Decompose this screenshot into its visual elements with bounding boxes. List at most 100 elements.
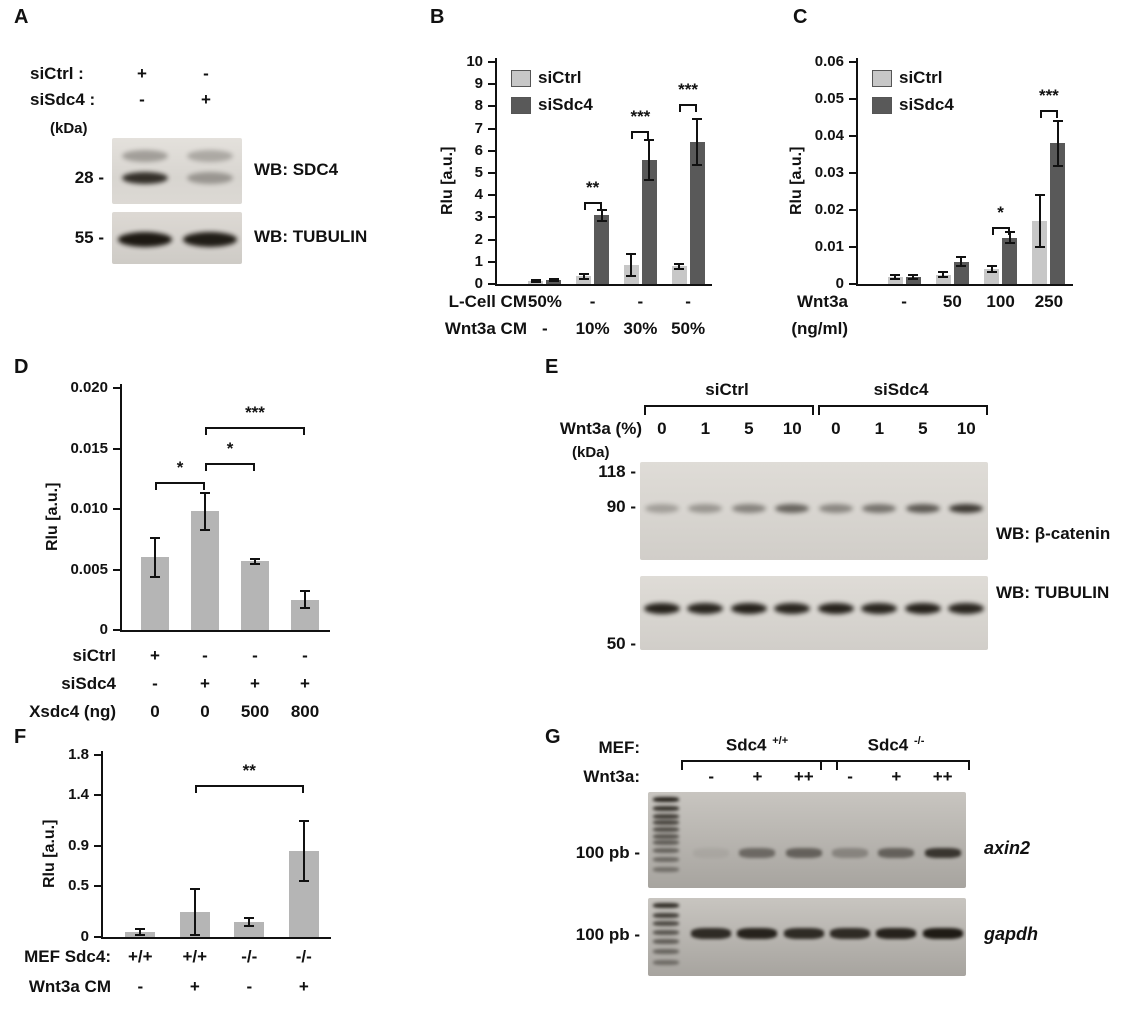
sig-bracket-end: [583, 201, 586, 210]
y-tick-label: 10: [466, 53, 483, 70]
y-tick-label: 7: [474, 119, 483, 137]
gel-band: [785, 847, 822, 858]
sig-label: **: [585, 177, 600, 197]
error-bar-cap: [644, 178, 655, 181]
sig-bracket-end: [194, 785, 197, 794]
error-bar: [912, 274, 915, 279]
error-bar-cap: [956, 265, 967, 268]
blot-band: [687, 603, 724, 615]
bar: [576, 276, 592, 284]
x-row-value: +: [250, 674, 260, 693]
x-row-label: Wnt3a CM: [444, 319, 527, 338]
blot-band: [117, 231, 172, 247]
y-tick-mark: [113, 629, 120, 631]
bar: [234, 921, 265, 937]
wnt3a-percent-label: Wnt3a (%): [559, 419, 642, 438]
legend-label: siCtrl: [899, 68, 943, 87]
error-bar-cap: [626, 275, 637, 278]
error-bar: [600, 209, 603, 221]
error-bar-cap: [1034, 194, 1045, 197]
x-row-value: +: [200, 674, 210, 693]
error-bar: [942, 272, 945, 278]
x-row-value: -/-: [241, 947, 258, 966]
y-tick-label: 0.010: [70, 500, 108, 517]
blot-band: [688, 503, 723, 513]
error-bar-cap: [548, 277, 559, 280]
error-bar-cap: [938, 271, 949, 274]
error-bar-cap: [626, 253, 637, 255]
y-tick-label: 0: [99, 621, 108, 638]
sig-bracket: [1039, 110, 1058, 113]
y-tick-mark: [849, 98, 856, 100]
error-bar: [248, 917, 251, 926]
gel-band: [693, 847, 730, 858]
x-row-value: 0: [150, 702, 160, 721]
lane-group-bracket: [644, 405, 814, 415]
error-bar-cap: [548, 279, 559, 282]
mw-marker-28: 28 -: [74, 168, 104, 187]
sig-label: ***: [630, 106, 651, 126]
y-tick-label: 0: [474, 275, 483, 292]
error-bar-cap: [244, 916, 255, 919]
y-tick-label: 9: [474, 75, 483, 93]
error-bar: [204, 493, 206, 530]
bar: [953, 261, 969, 284]
panel-g-label: G: [545, 726, 561, 748]
y-axis: [120, 384, 122, 632]
y-tick-mark: [94, 936, 101, 938]
y-tick-label: 0.005: [70, 560, 108, 578]
error-bar: [630, 254, 633, 277]
blot-band: [643, 603, 680, 615]
lane-value: ++: [793, 767, 814, 786]
legend-label: siSdc4: [899, 95, 954, 114]
x-row-value: -: [901, 292, 907, 311]
error-bar-cap: [938, 276, 949, 279]
sig-label: ***: [1038, 86, 1059, 106]
western-blot-tubulin-a: [112, 212, 242, 264]
error-bar: [960, 257, 963, 267]
gene-label-axin2: axin2: [984, 838, 1031, 858]
sig-bracket-end: [695, 104, 698, 113]
ladder-band: [653, 959, 679, 965]
x-row-value: +/+: [128, 947, 153, 966]
bar: [594, 215, 610, 284]
x-row-label: siSdc4: [61, 674, 116, 693]
error-bar-cap: [1052, 120, 1063, 123]
error-bar-cap: [189, 934, 200, 936]
error-bar-cap: [986, 271, 997, 274]
blot-band: [774, 603, 811, 615]
error-bar: [154, 538, 156, 577]
error-bar-cap: [298, 880, 309, 883]
error-bar-cap: [1052, 164, 1063, 167]
y-tick-mark: [849, 209, 856, 211]
ladder-band: [653, 820, 679, 826]
sig-bracket-end: [303, 426, 305, 435]
y-axis: [495, 58, 497, 286]
error-bar-cap: [956, 256, 967, 259]
ladder-band: [653, 833, 679, 839]
sictrl-row-label: siCtrl :: [30, 64, 84, 83]
ladder-band: [653, 840, 679, 846]
sig-bracket: [631, 130, 650, 133]
error-bar: [254, 558, 256, 564]
x-row-label: Xsdc4 (ng): [29, 702, 116, 721]
x-axis: [120, 630, 330, 632]
sig-label: ***: [678, 80, 699, 100]
sig-label: *: [226, 439, 234, 458]
error-bar-cap: [908, 277, 919, 280]
y-tick-label: 6: [474, 141, 483, 159]
x-row-value: -: [202, 646, 208, 665]
error-bar: [193, 888, 196, 935]
y-tick-mark: [113, 447, 120, 450]
y-tick-mark: [488, 127, 495, 130]
mw-marker-118: 118 -: [598, 462, 636, 481]
blot-band: [904, 603, 941, 615]
x-row-label: Wnt3a CM: [28, 977, 111, 996]
error-bar-cap: [244, 924, 255, 927]
y-tick-label: 1.4: [68, 786, 89, 804]
sig-bracket-end: [253, 463, 255, 471]
y-tick-label: 3: [474, 208, 483, 226]
error-bar-cap: [596, 208, 607, 211]
gel-band: [922, 927, 963, 939]
condition-value: -: [139, 90, 145, 109]
